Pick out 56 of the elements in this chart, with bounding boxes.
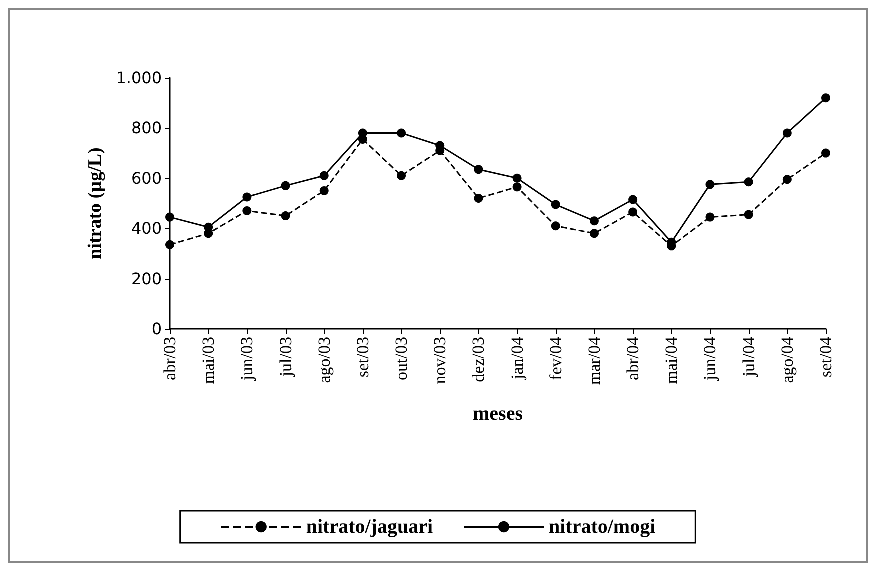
y-tick-label: 400: [131, 219, 162, 238]
x-tick-label: jun/03: [238, 337, 257, 382]
x-tick-label: set/04: [816, 336, 836, 378]
x-tick-label: jun/04: [700, 336, 720, 382]
x-tick-label: mai/03: [199, 337, 218, 384]
legend-label: nitrato/jaguari: [306, 516, 434, 538]
point: [281, 181, 290, 190]
x-tick-label: ago/03: [314, 337, 334, 384]
x-tick-label: jul/03: [276, 337, 296, 378]
point: [242, 206, 252, 216]
point: [397, 171, 406, 180]
point: [822, 148, 830, 158]
point: [744, 210, 754, 220]
x-tick-label: mar/04: [584, 336, 604, 386]
y-tick-label: 800: [131, 118, 162, 138]
point: [590, 229, 599, 238]
point: [166, 212, 174, 222]
y-tick-label: 1.000: [116, 68, 162, 88]
x-tick-label: fev/04: [546, 336, 566, 380]
point: [782, 175, 792, 184]
point: [242, 192, 252, 202]
point: [706, 212, 715, 222]
x-tick-label: ago/04: [778, 336, 797, 384]
y-tick-label: 200: [131, 269, 162, 288]
x-tick-label: dez/03: [469, 337, 488, 382]
point: [166, 240, 174, 250]
point: [397, 128, 406, 138]
x-axis-title: meses: [473, 403, 524, 425]
legend-label: nitrato/mogi: [549, 516, 656, 538]
point: [474, 194, 484, 203]
x-tick-label: set/03: [353, 337, 372, 378]
x-tick-label: jan/04: [508, 336, 527, 380]
point: [320, 171, 329, 180]
y-axis-title: nitrato (µg/L): [85, 148, 106, 260]
point: [744, 178, 754, 187]
point: [512, 182, 522, 192]
x-tick-label: out/03: [392, 337, 412, 380]
point: [782, 128, 792, 138]
x-tick-label: mai/04: [662, 336, 682, 384]
point: [628, 195, 638, 204]
point: [512, 174, 522, 183]
point: [822, 94, 830, 103]
y-tick-label: 600: [131, 168, 162, 188]
point: [551, 200, 560, 210]
x-tick-label: jul/04: [739, 336, 758, 378]
point: [590, 216, 599, 226]
x-tick-label: abr/03: [160, 337, 180, 380]
x-tick-label: nov/03: [430, 337, 450, 384]
point: [320, 186, 329, 196]
y-tick-label: 0: [152, 320, 162, 338]
point: [706, 180, 715, 190]
point: [281, 212, 290, 221]
point: [551, 222, 560, 231]
point: [474, 165, 484, 174]
point: [628, 208, 638, 217]
x-tick-label: abr/04: [624, 336, 643, 380]
